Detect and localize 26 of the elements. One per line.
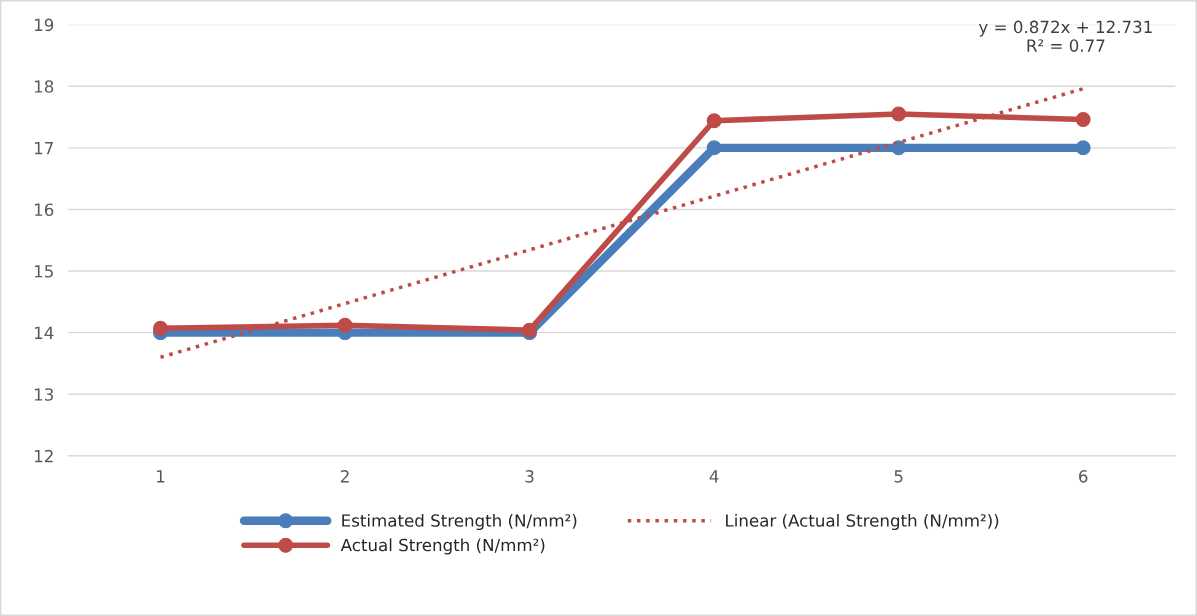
legend-label: Estimated Strength (N/mm²): [342, 513, 577, 531]
point: [153, 320, 168, 336]
y-tick-label: 13: [34, 388, 53, 401]
x-tick-label: 5: [894, 470, 903, 483]
x-tick-label: 4: [709, 470, 719, 483]
point: [891, 140, 907, 156]
y-tick-label: 19: [34, 18, 54, 32]
point: [1075, 112, 1091, 127]
y-tick-label: 17: [34, 142, 53, 155]
point: [706, 140, 722, 156]
x-tick-label: 2: [340, 470, 349, 483]
y-tick-label: 12: [34, 449, 53, 463]
x-tick-label: 3: [525, 470, 534, 483]
legend-label: Actual Strength (N/mm²): [340, 538, 545, 555]
y-tick-label: 15: [34, 265, 53, 278]
x-tick-label: 6: [1079, 470, 1088, 483]
point: [1075, 140, 1091, 156]
point: [337, 317, 353, 333]
y-tick-label: 14: [34, 326, 54, 339]
y-tick-label: 16: [34, 203, 54, 217]
point: [706, 113, 722, 129]
legend-label: Linear (Actual Strength (N/mm²)): [726, 513, 999, 531]
annotation: y = 0.872x + 12.731 R² = 0.77: [978, 20, 1152, 52]
y-tick-label: 18: [34, 80, 54, 93]
point: [891, 106, 907, 122]
x-tick-label: 1: [157, 470, 165, 483]
